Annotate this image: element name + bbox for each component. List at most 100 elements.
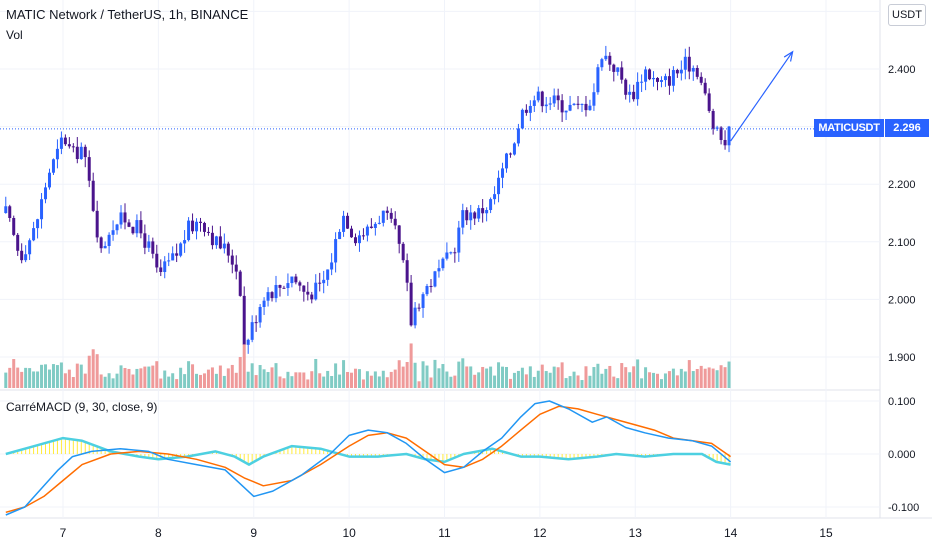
volume-bar [175,379,179,388]
candle-body [36,219,40,229]
candle-body [167,260,171,262]
volume-bar [620,363,624,388]
volume-bar [640,378,644,388]
volume-bar [195,373,199,388]
candle-body [703,82,707,94]
indicator-tick-label: 0.000 [888,449,916,461]
volume-bar [489,366,493,388]
candle-body [501,168,505,178]
candle-body [123,212,127,223]
candle-body [330,262,334,270]
volume-bar [508,378,512,388]
volume-bar [703,368,707,388]
trend-arrow-line[interactable] [730,51,794,142]
volume-bar [16,367,20,388]
candle-body [536,91,540,101]
candle-body [302,285,306,292]
volume-bar [373,371,377,388]
candle-body [723,139,727,146]
candle-body [417,307,421,309]
candle-body [306,291,310,295]
candle-body [246,339,250,345]
volume-bar [222,375,226,388]
candle-body [556,95,560,101]
candle-body [202,222,206,232]
candle-body [127,222,131,227]
candle-body [715,127,719,129]
price-tick-label: 1.900 [888,352,916,364]
volume-bar [445,371,449,388]
volume-bar [250,363,254,388]
candle-body [604,55,608,60]
volume-bar [413,362,417,388]
time-tick-label: 9 [250,526,257,540]
symbol-title: MATIC Network / TetherUS, 1h, BINANCE [6,7,249,22]
last-price-tag: MATICUSDT 2.296 [814,119,929,137]
candle-body [55,148,59,160]
volume-bar [83,373,87,388]
volume-bar [572,371,576,388]
volume-bar [282,378,286,388]
volume-bar [485,368,489,388]
candle-body [24,254,28,261]
candle-body [206,231,210,233]
candle-body [298,282,302,286]
candle-body [389,212,393,219]
candle-body [628,91,632,95]
volume-bar [691,371,695,388]
candle-body [524,109,528,113]
volume-bar [520,367,524,388]
candle-body [234,264,238,272]
candle-body [691,67,695,72]
candle-body [155,253,159,268]
candle-body [4,206,8,213]
volume-bar [707,367,711,388]
volume-bar [357,369,361,388]
candle-body [334,239,338,263]
volume-bar [32,371,36,388]
candle-body [262,300,266,307]
volume-bar [429,377,433,388]
volume-bar [230,364,234,388]
candle-body [612,64,616,72]
volume-bar [536,370,540,388]
volume-bar [290,376,294,388]
volume-bar [8,367,12,388]
volume-bar [12,359,16,388]
candle-body [28,240,32,255]
candle-body [512,143,516,155]
candle-body [32,228,36,241]
candle-body [377,222,381,224]
volume-bar [656,373,660,388]
candle-body [727,126,731,146]
currency-button[interactable]: USDT [888,4,926,26]
time-tick-label: 7 [60,526,67,540]
candle-body [477,208,481,219]
volume-bar [393,369,397,388]
volume-bar [493,375,497,388]
volume-bar [218,365,222,388]
candle-body [214,236,218,246]
volume-bar [461,358,465,388]
volume-bar [163,370,167,388]
candle-body [445,252,449,259]
volume-bar [624,367,628,388]
trend-arrow-head [783,50,794,62]
volume-bar [214,373,218,388]
volume-bar [286,371,290,388]
candle-body [409,282,413,326]
candle-body [465,210,469,221]
candle-body [286,283,290,288]
volume-bar [417,381,421,388]
candle-body [648,69,652,80]
volume-bar [91,349,95,388]
volume-bar [135,368,139,388]
last-price-symbol: MATICUSDT [818,122,880,134]
candle-body [516,128,520,144]
candle-body [187,220,191,241]
volume-bar [711,368,715,388]
volume-bar [274,363,278,388]
candle-body [636,81,640,100]
